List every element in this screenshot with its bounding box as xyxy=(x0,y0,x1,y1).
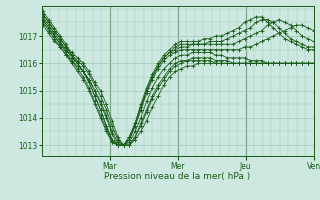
X-axis label: Pression niveau de la mer( hPa ): Pression niveau de la mer( hPa ) xyxy=(104,172,251,181)
